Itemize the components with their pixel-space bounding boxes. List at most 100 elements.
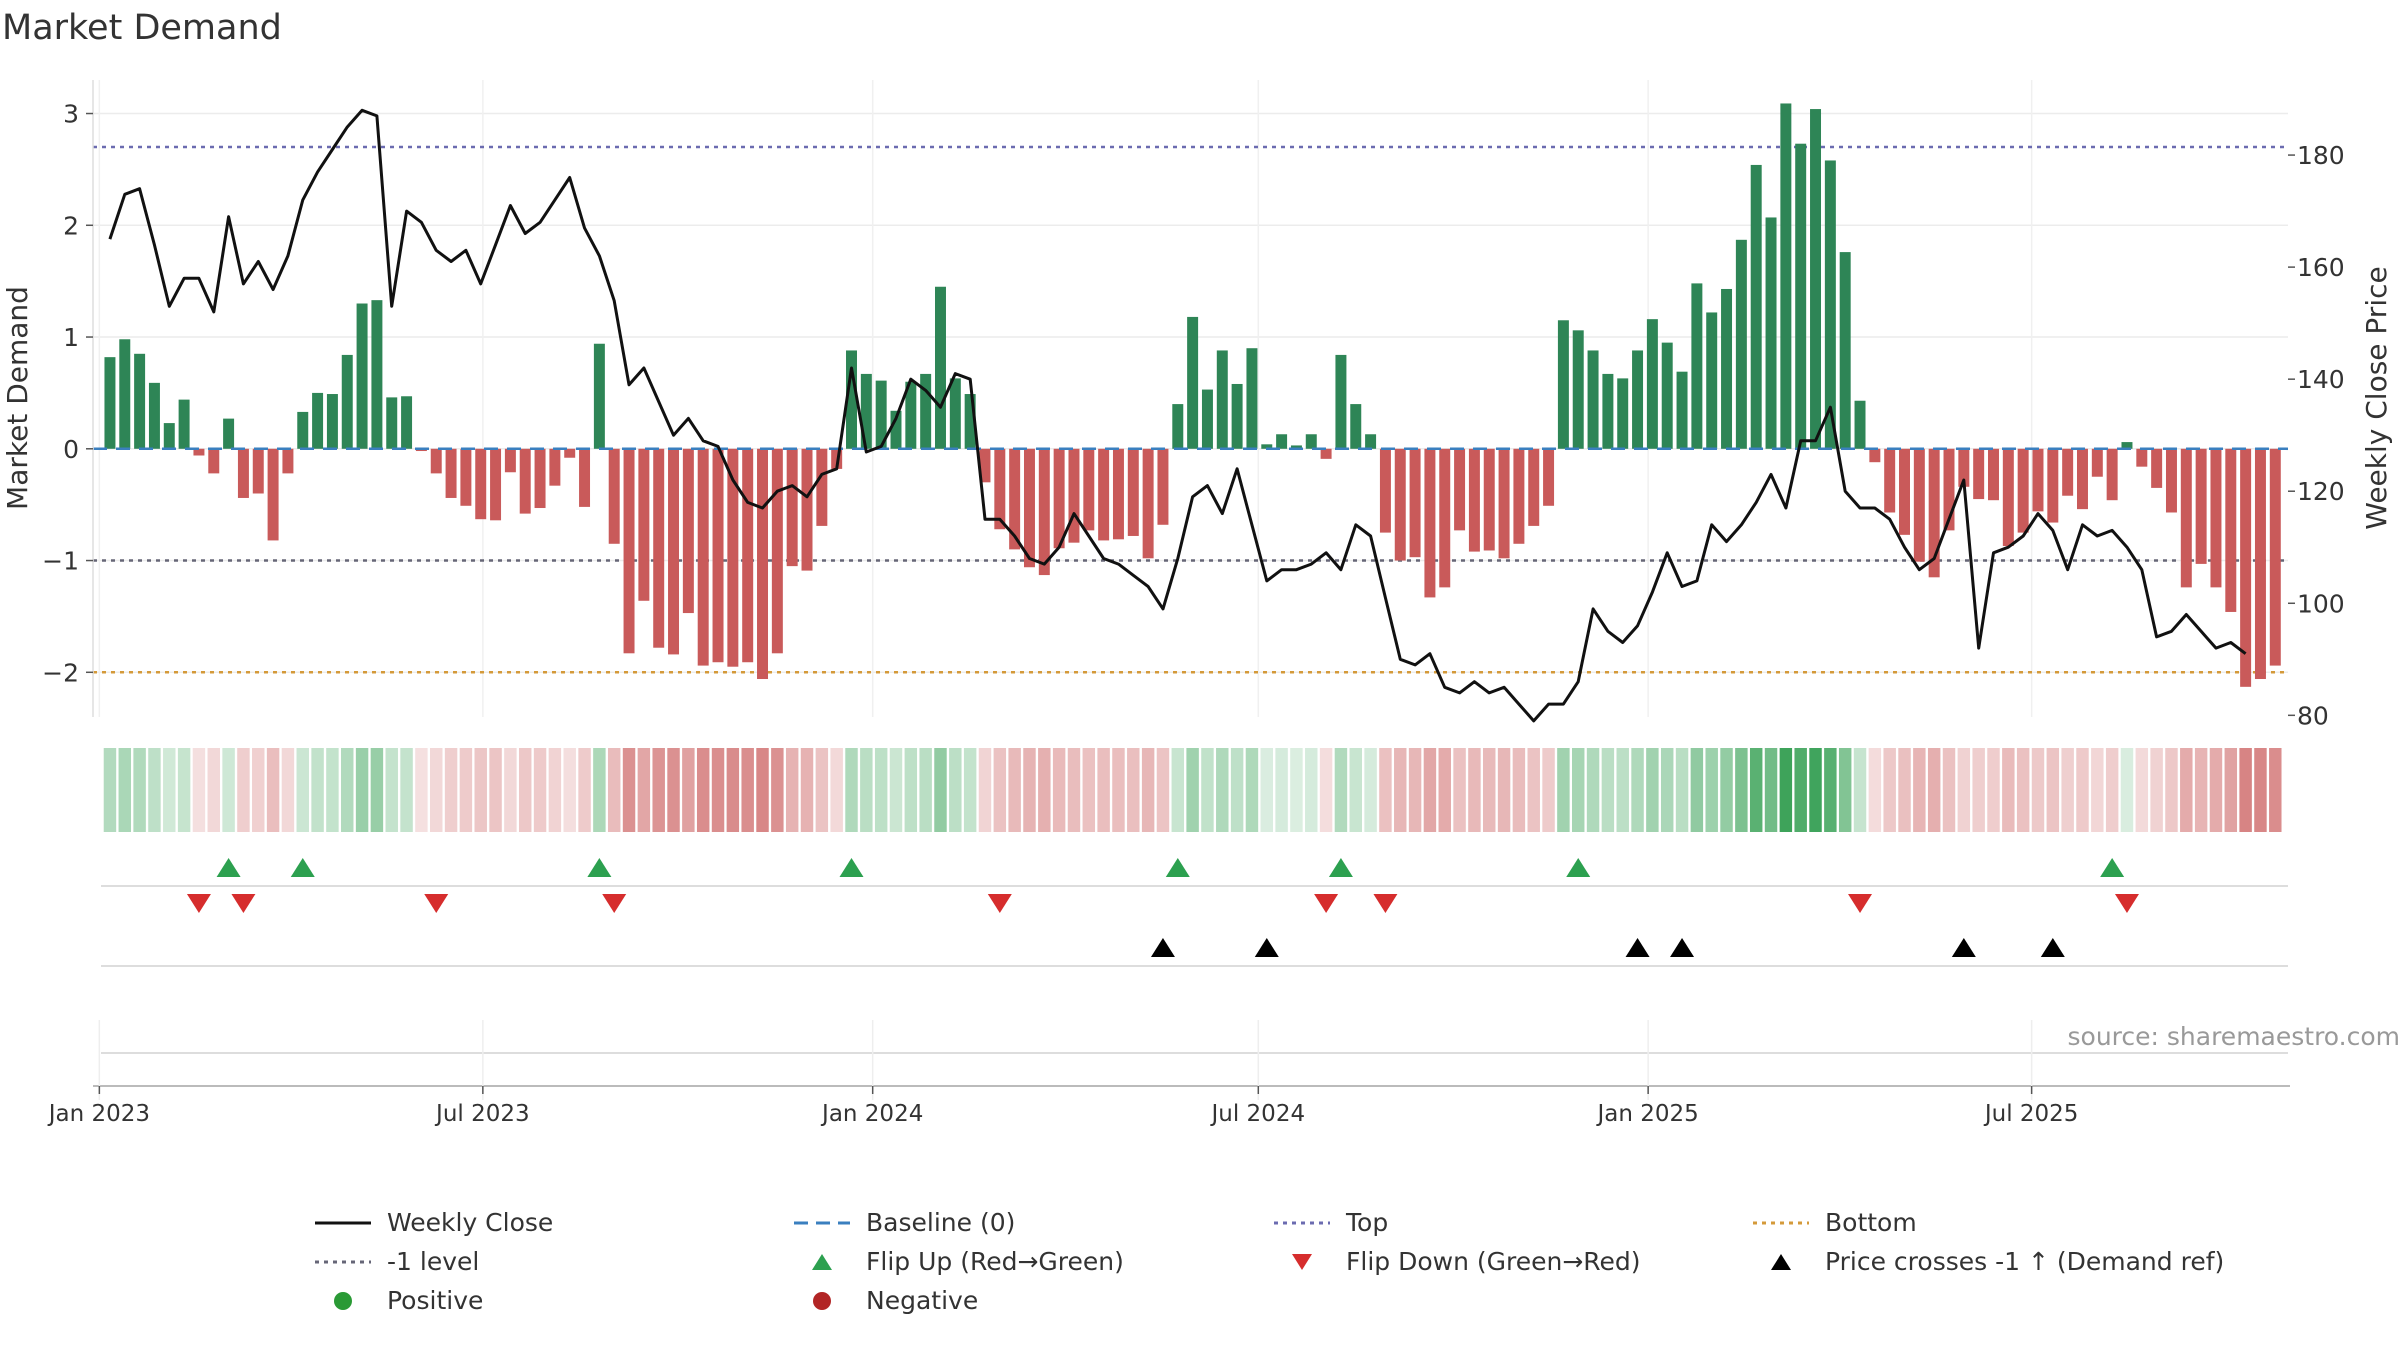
strip-cell <box>963 748 977 832</box>
demand-bar <box>1365 434 1377 449</box>
strip-cell <box>266 748 280 832</box>
strip-cell <box>2239 748 2252 832</box>
strip-cell <box>207 748 220 832</box>
strip-cell <box>667 748 680 832</box>
demand-bar <box>1053 448 1065 549</box>
strip-cell <box>326 748 339 832</box>
strip-cell <box>1275 748 1288 832</box>
demand-bar <box>801 448 813 571</box>
strip-cell <box>518 748 532 832</box>
legend-label: Flip Down (Green→Red) <box>1346 1247 1641 1276</box>
demand-bar <box>1928 448 1940 578</box>
strip-cell <box>430 748 443 832</box>
strip-cell <box>563 748 576 832</box>
demand-bar <box>1305 434 1317 449</box>
strip-cell <box>919 748 932 832</box>
strip-cell <box>489 748 502 832</box>
strip-cell <box>1052 748 1066 832</box>
strip-cell <box>1260 748 1274 832</box>
demand-bar <box>920 373 932 449</box>
y-axis-label: Market Demand <box>1 286 34 510</box>
strip-cell <box>2002 748 2015 832</box>
flip-down-marker <box>231 894 256 913</box>
cross-markers <box>101 938 2288 967</box>
strip-cell <box>163 748 176 832</box>
demand-bar <box>1661 342 1673 449</box>
cross-marker <box>1254 938 1279 957</box>
strip-cell <box>1201 748 1214 832</box>
strip-cell <box>1038 748 1051 832</box>
demand-bar <box>1557 320 1569 449</box>
y-tick-label: −1 <box>42 547 79 576</box>
y-tick-label: 1 <box>63 323 79 352</box>
demand-bar <box>312 392 324 449</box>
flip-up-marker <box>1328 858 1353 877</box>
demand-bar <box>1246 348 1258 449</box>
strip-cell <box>1067 748 1081 832</box>
legend-label: Top <box>1346 1208 1389 1237</box>
demand-bar <box>1543 448 1555 506</box>
demand-bar <box>356 303 368 449</box>
x-tick-label: Jan 2025 <box>1595 1101 1698 1127</box>
strip-cell <box>711 748 725 832</box>
strip-cell <box>1230 748 1244 832</box>
strip-cell <box>1660 748 1674 832</box>
price-line-group <box>108 108 2247 723</box>
flip-down-marker <box>1848 894 1873 913</box>
demand-bar <box>549 448 561 486</box>
legend-item-bottom: Bottom <box>1751 1208 1917 1237</box>
legend-label: -1 level <box>387 1247 480 1276</box>
strip-cell <box>2076 748 2089 832</box>
strip-cell <box>1987 748 2000 832</box>
strip-cell <box>934 748 947 832</box>
strip-cell <box>1601 748 1615 832</box>
legend-label: Price crosses -1 ↑ (Demand ref) <box>1825 1247 2225 1276</box>
strip-cell <box>1571 748 1585 832</box>
dotted-line-icon <box>1274 1221 1330 1224</box>
strip-cell <box>400 748 413 832</box>
demand-bar <box>178 399 190 449</box>
demand-bar <box>1572 330 1584 449</box>
dashed-line-icon <box>794 1221 850 1224</box>
demand-bar <box>386 397 398 449</box>
demand-bar <box>2165 448 2177 513</box>
demand-bar <box>1691 283 1703 449</box>
strip-cell <box>1586 748 1600 832</box>
strip-cell <box>118 748 132 832</box>
demand-bar <box>1676 371 1688 449</box>
strip-cell <box>1749 748 1763 832</box>
strip-cell <box>2135 748 2149 832</box>
strip-cell <box>845 748 858 832</box>
demand-bar <box>475 448 487 520</box>
flip-up-marker <box>1566 858 1591 877</box>
demand-bar <box>1009 448 1021 550</box>
demand-bar <box>994 448 1006 530</box>
flip-up-marker <box>2100 858 2125 877</box>
strip-cell <box>2091 748 2104 832</box>
demand-bar <box>252 448 264 494</box>
strip-cell <box>2180 748 2193 832</box>
strip-cell <box>311 748 324 832</box>
flip-up-marker <box>290 858 315 877</box>
demand-bar <box>1157 448 1169 525</box>
demand-bar <box>964 394 976 449</box>
demand-bar <box>727 448 739 667</box>
demand-bar <box>2062 448 2074 496</box>
demand-bar <box>1721 288 1733 449</box>
strip-cell <box>459 748 473 832</box>
demand-bar <box>148 382 160 449</box>
strip-cell <box>1779 748 1793 832</box>
cross-marker <box>1625 938 1650 957</box>
strip-cell <box>1957 748 1971 832</box>
demand-bar <box>1379 448 1391 533</box>
strip-cell <box>1334 748 1348 832</box>
strip-cell <box>1141 748 1155 832</box>
strip-cell <box>1883 748 1896 832</box>
demand-bar <box>1884 448 1896 513</box>
demand-bar <box>2032 448 2044 512</box>
strip-cell <box>504 748 517 832</box>
demand-bar <box>1780 103 1792 449</box>
strip-cell <box>192 748 206 832</box>
flip-down-marker <box>186 894 211 913</box>
y2-tick-label: 80 <box>2297 701 2329 730</box>
